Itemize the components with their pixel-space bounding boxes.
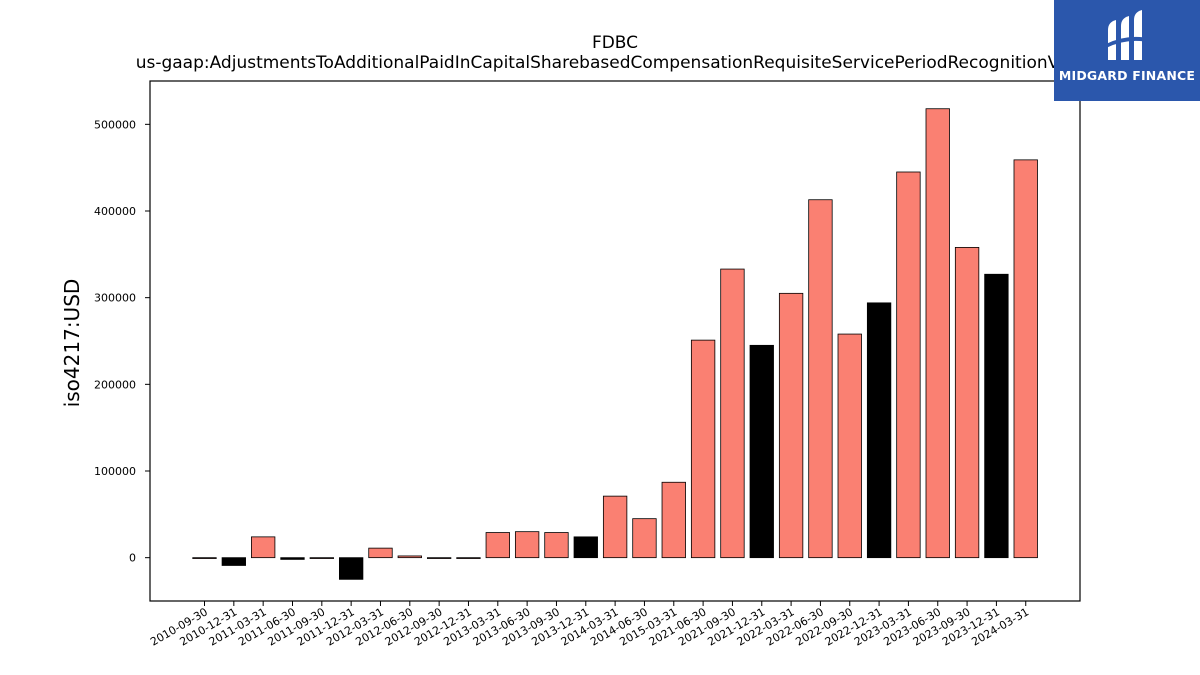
bar bbox=[749, 344, 774, 559]
bar bbox=[397, 555, 422, 559]
bar bbox=[602, 495, 628, 559]
bar bbox=[837, 333, 862, 559]
chart-subtitle: us-gaap:AdjustmentsToAdditionalPaidInCap… bbox=[136, 53, 1095, 73]
logo-mark-icon bbox=[1106, 10, 1148, 60]
bar bbox=[632, 518, 657, 559]
brand-logo: MIDGARD FINANCE bbox=[1054, 0, 1200, 101]
bar bbox=[778, 292, 804, 559]
bar bbox=[925, 108, 950, 559]
y-tick-label: 200000 bbox=[94, 378, 136, 391]
bar bbox=[720, 268, 745, 559]
bar bbox=[954, 246, 980, 559]
y-tick-label: 0 bbox=[129, 552, 136, 565]
bar bbox=[309, 557, 334, 559]
bar bbox=[456, 557, 481, 559]
bar bbox=[368, 547, 393, 559]
bar bbox=[984, 273, 1009, 559]
logo-text: MIDGARD FINANCE bbox=[1058, 68, 1196, 83]
bar bbox=[544, 532, 569, 559]
y-tick-label: 100000 bbox=[94, 465, 136, 478]
bar bbox=[808, 199, 833, 559]
bar bbox=[338, 557, 364, 580]
bar bbox=[221, 557, 246, 566]
bar bbox=[896, 171, 921, 559]
bar bbox=[573, 536, 598, 559]
bar bbox=[866, 302, 892, 559]
chart-title: FDBC bbox=[592, 33, 638, 53]
bar bbox=[426, 557, 452, 559]
bar bbox=[514, 531, 540, 559]
bar bbox=[192, 557, 217, 559]
bar bbox=[690, 339, 716, 559]
bar bbox=[251, 536, 276, 559]
y-tick-label: 400000 bbox=[94, 205, 136, 218]
bar bbox=[485, 532, 510, 559]
bar bbox=[280, 557, 305, 560]
y-tick-label: 500000 bbox=[94, 118, 136, 131]
bar bbox=[661, 481, 686, 559]
bar bbox=[1013, 159, 1038, 559]
y-tick-label: 300000 bbox=[94, 292, 136, 305]
y-axis-label: iso4217:USD bbox=[60, 279, 84, 408]
plot-area: 01000002000003000004000005000002010-09-3… bbox=[94, 80, 1081, 649]
